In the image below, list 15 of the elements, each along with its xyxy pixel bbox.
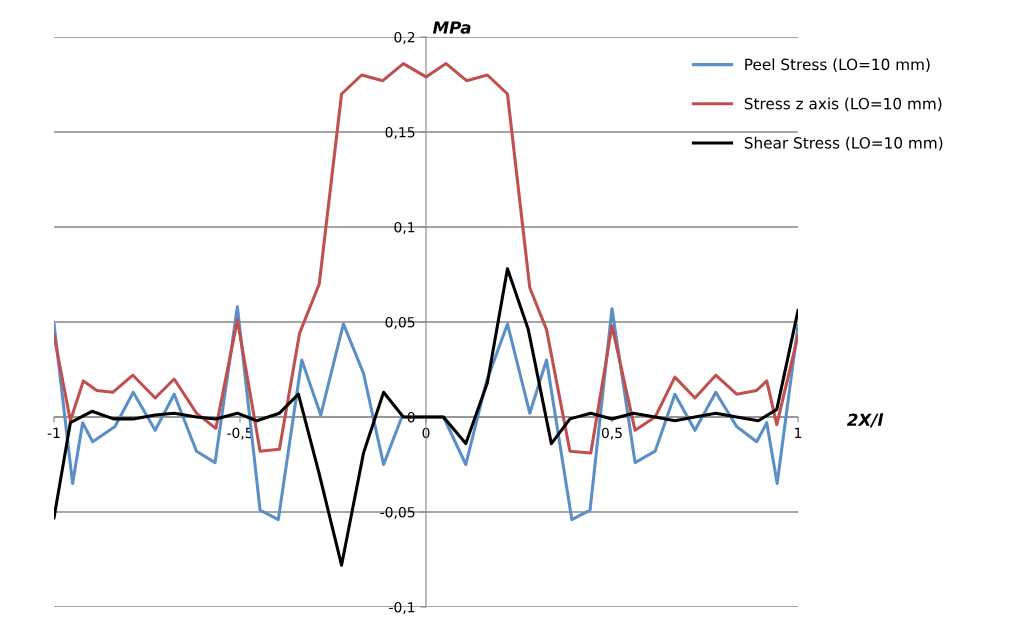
x-tick-label: 0,5: [601, 427, 622, 440]
legend-label: Stress z axis (LO=10 mm): [744, 97, 942, 112]
y-tick-label: -0,05: [380, 506, 415, 519]
legend-label: Shear Stress (LO=10 mm): [744, 136, 943, 151]
x-tick-label: -1: [47, 427, 60, 438]
y-tick-label: -0,1: [389, 601, 415, 614]
y-axis-title: MPa: [432, 21, 471, 34]
legend-label: Peel Stress (LO=10 mm): [745, 58, 930, 72]
y-tick-label: 0,05: [385, 316, 415, 329]
x-axis-title: 2X/l: [846, 413, 884, 428]
x-tick-label: 0: [422, 427, 430, 439]
y-tick-label: 0,2: [394, 31, 415, 44]
y-tick-label: 0,1: [394, 221, 415, 234]
x-tick-label: 1: [795, 427, 802, 438]
y-tick-label: 0,15: [385, 126, 415, 139]
